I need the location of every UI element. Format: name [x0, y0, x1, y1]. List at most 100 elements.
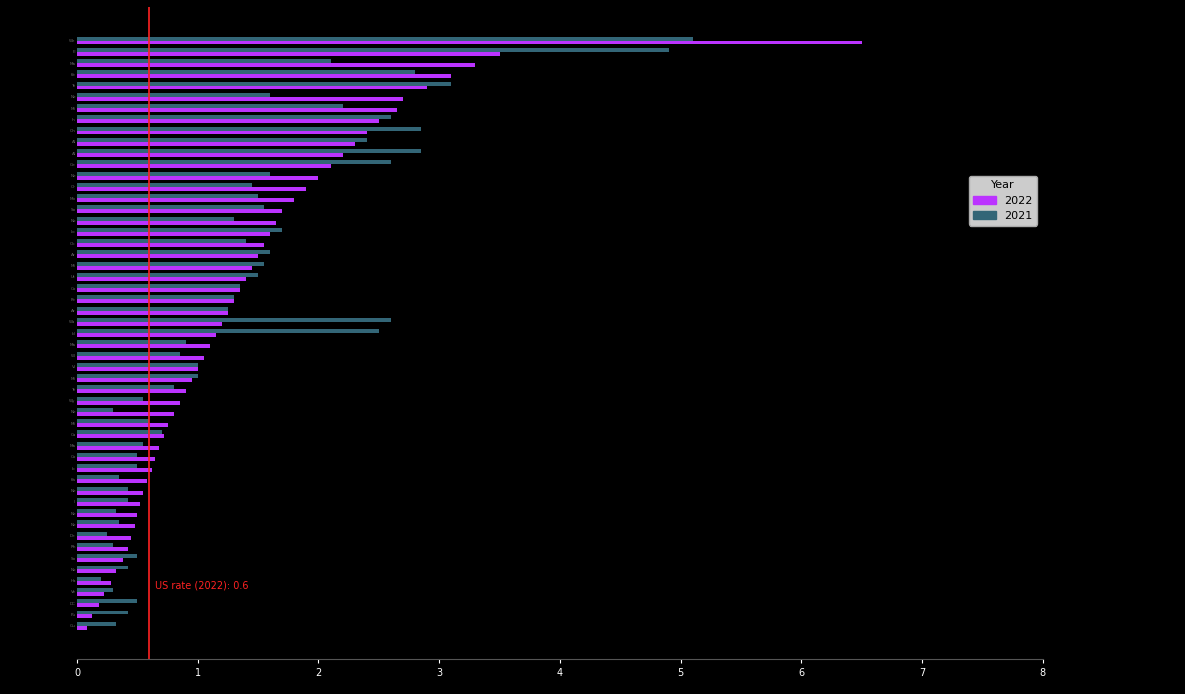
Bar: [77, 277, 246, 281]
Bar: [77, 525, 135, 528]
Bar: [77, 378, 192, 382]
Bar: [77, 322, 222, 325]
Bar: [77, 430, 161, 434]
Bar: [77, 446, 159, 450]
Bar: [77, 419, 149, 423]
Bar: [77, 205, 264, 210]
Bar: [77, 243, 264, 247]
Bar: [77, 457, 155, 461]
Bar: [77, 251, 270, 254]
Text: US rate (2022): 0.6: US rate (2022): 0.6: [155, 581, 249, 591]
Bar: [77, 599, 137, 603]
Bar: [77, 412, 174, 416]
Bar: [77, 142, 354, 146]
Bar: [77, 74, 451, 78]
Bar: [77, 299, 233, 303]
Bar: [77, 239, 246, 243]
Bar: [77, 566, 128, 570]
Bar: [77, 611, 128, 614]
Bar: [77, 588, 114, 592]
Bar: [77, 82, 451, 85]
Bar: [77, 115, 391, 119]
Bar: [77, 614, 91, 618]
Bar: [77, 509, 116, 513]
Bar: [77, 520, 120, 525]
Bar: [77, 288, 241, 292]
Bar: [77, 153, 342, 157]
Bar: [77, 464, 137, 468]
Bar: [77, 577, 101, 581]
Bar: [77, 307, 228, 311]
Bar: [77, 329, 379, 333]
Bar: [77, 513, 137, 517]
Bar: [77, 592, 103, 596]
Bar: [77, 164, 331, 168]
Bar: [77, 63, 475, 67]
Bar: [77, 389, 186, 393]
Bar: [77, 570, 116, 573]
Bar: [77, 52, 500, 56]
Bar: [77, 160, 391, 164]
Bar: [77, 543, 114, 547]
Bar: [77, 311, 228, 314]
Bar: [77, 296, 233, 299]
Bar: [77, 228, 282, 232]
Bar: [77, 374, 198, 378]
Bar: [77, 284, 241, 288]
Bar: [77, 581, 111, 584]
Bar: [77, 333, 216, 337]
Bar: [77, 149, 421, 153]
Bar: [77, 183, 252, 187]
Bar: [77, 475, 120, 480]
Bar: [77, 626, 87, 629]
Bar: [77, 130, 366, 135]
Bar: [77, 232, 270, 236]
Bar: [77, 532, 107, 536]
Bar: [77, 318, 391, 322]
Bar: [77, 104, 342, 108]
Bar: [77, 367, 198, 371]
Bar: [77, 266, 252, 269]
Bar: [77, 502, 140, 506]
Bar: [77, 603, 98, 607]
Bar: [77, 558, 123, 562]
Bar: [77, 385, 174, 389]
Bar: [77, 254, 258, 258]
Bar: [77, 480, 147, 483]
Bar: [77, 273, 258, 277]
Bar: [77, 198, 294, 202]
Bar: [77, 119, 379, 124]
Bar: [77, 363, 198, 367]
Bar: [77, 352, 180, 355]
Bar: [77, 468, 152, 472]
Bar: [77, 536, 132, 540]
Bar: [77, 37, 693, 40]
Bar: [77, 40, 861, 44]
Bar: [77, 108, 397, 112]
Bar: [77, 210, 282, 213]
Bar: [77, 221, 276, 225]
Legend: 2022, 2021: 2022, 2021: [969, 176, 1037, 226]
Bar: [77, 555, 137, 558]
Bar: [77, 48, 668, 52]
Bar: [77, 138, 366, 142]
Bar: [77, 397, 143, 400]
Bar: [77, 441, 143, 446]
Bar: [77, 486, 128, 491]
Bar: [77, 622, 116, 626]
Bar: [77, 176, 319, 180]
Bar: [77, 344, 210, 348]
Bar: [77, 194, 258, 198]
Bar: [77, 126, 421, 130]
Bar: [77, 93, 270, 96]
Bar: [77, 262, 264, 266]
Bar: [77, 491, 143, 495]
Bar: [77, 355, 204, 359]
Bar: [77, 434, 164, 439]
Bar: [77, 408, 114, 412]
Bar: [77, 187, 307, 191]
Bar: [77, 453, 137, 457]
Bar: [77, 59, 331, 63]
Bar: [77, 423, 167, 427]
Bar: [77, 70, 415, 74]
